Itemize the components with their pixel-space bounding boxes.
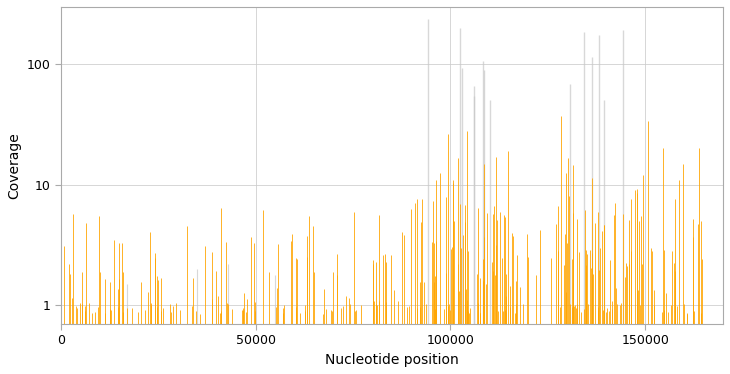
Y-axis label: Coverage: Coverage — [7, 132, 21, 199]
X-axis label: Nucleotide position: Nucleotide position — [325, 353, 458, 367]
